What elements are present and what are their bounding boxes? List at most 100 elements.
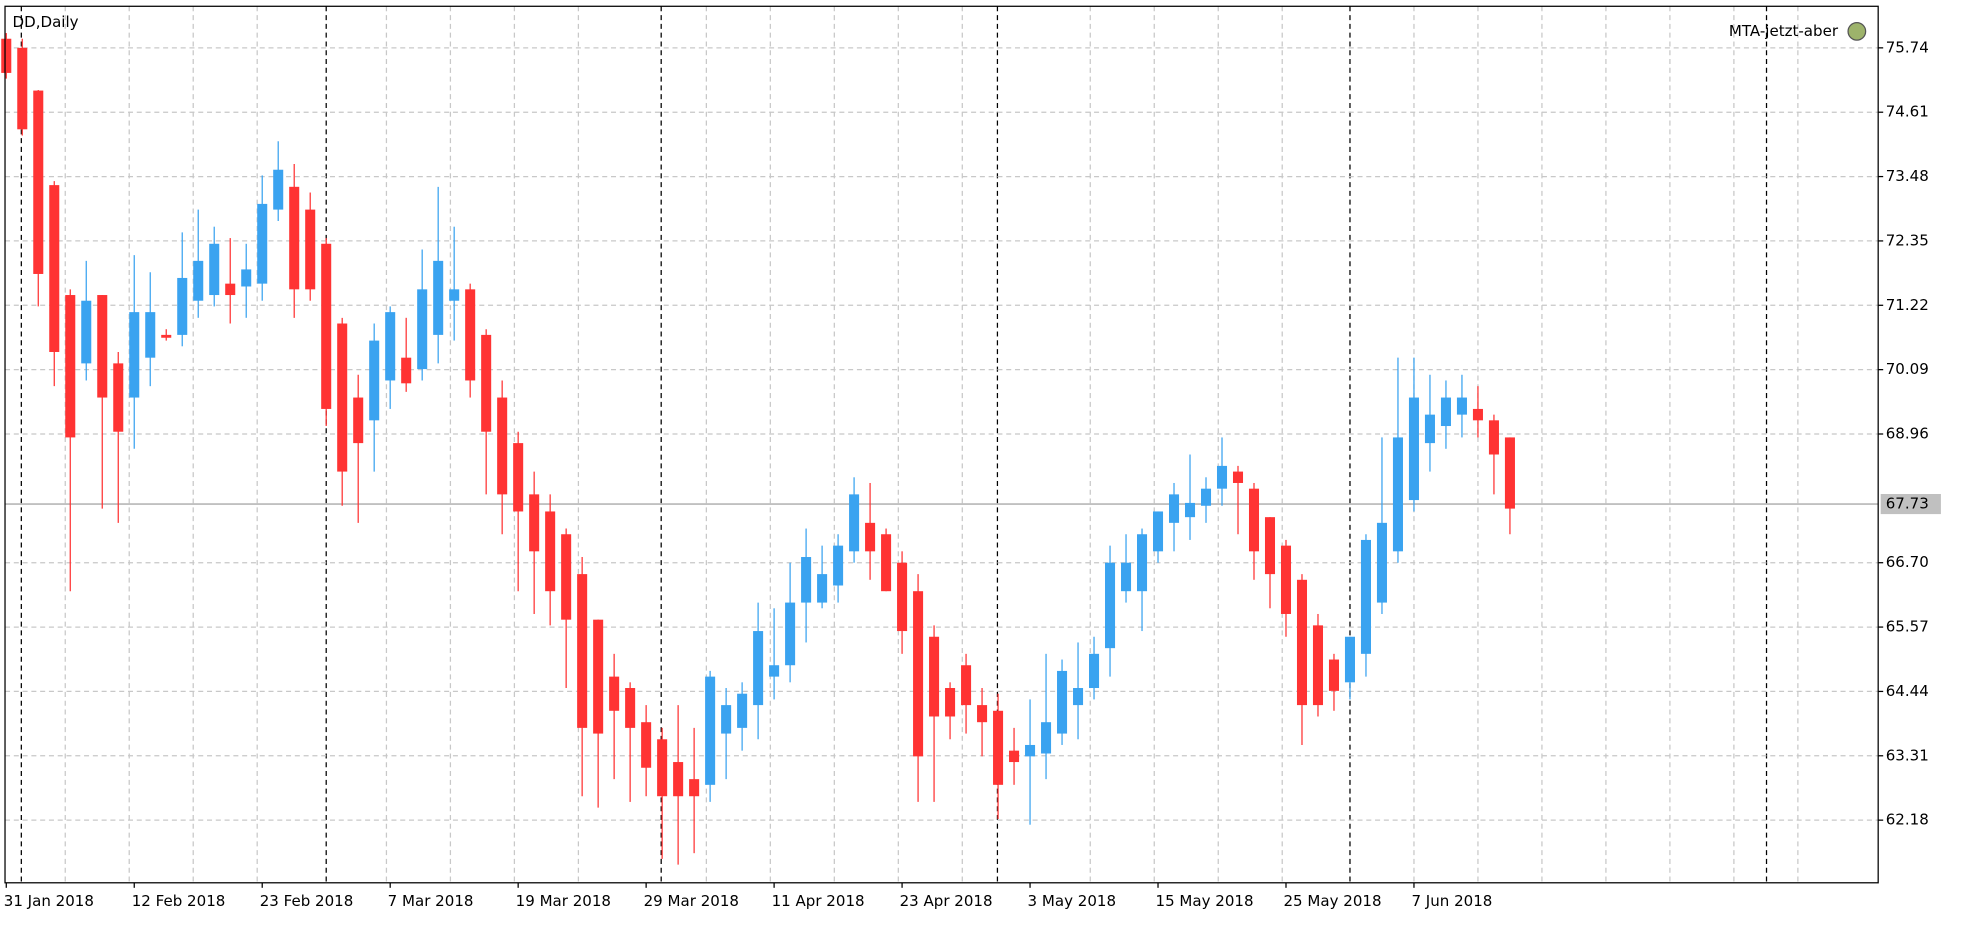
candle-body <box>833 545 844 586</box>
candle-body <box>49 185 60 352</box>
candle-body <box>721 705 732 734</box>
candle-body <box>929 636 940 717</box>
indicator-icon <box>1847 21 1867 41</box>
candle-body <box>209 243 220 296</box>
candle-body <box>1137 534 1148 592</box>
candle-body <box>385 312 396 381</box>
candle-body <box>1200 488 1212 506</box>
x-tick-label: 3 May 2018 <box>1028 892 1117 910</box>
x-tick-label: 19 Mar 2018 <box>516 892 611 910</box>
candle-body <box>1456 397 1467 415</box>
y-tick-label: 65.57 <box>1886 618 1929 636</box>
chart-title: DD,Daily <box>13 13 79 31</box>
candle-body <box>1232 471 1244 483</box>
candle-body <box>1153 511 1164 552</box>
y-tick-label: 64.44 <box>1886 682 1929 700</box>
candle-body <box>321 243 332 409</box>
candle-body <box>65 295 76 438</box>
candle-body <box>1504 437 1515 509</box>
candle-body <box>689 779 700 797</box>
candle-body <box>497 397 508 495</box>
candle-body <box>865 522 876 552</box>
x-tick-label: 7 Mar 2018 <box>388 892 474 910</box>
x-tick-label: 7 Jun 2018 <box>1411 892 1492 910</box>
indicator-label: MTA-jetzt-aber <box>1729 22 1839 40</box>
candle-body <box>993 710 1004 785</box>
candle-body <box>881 534 892 592</box>
candle-body <box>1009 750 1020 763</box>
candle-body <box>241 269 252 287</box>
candle-body <box>1041 722 1052 754</box>
candle-body <box>17 47 28 130</box>
candle-body <box>129 312 140 398</box>
y-tick-label: 73.48 <box>1886 167 1929 185</box>
candle-body <box>1360 539 1371 654</box>
y-tick-label: 62.18 <box>1886 811 1929 829</box>
x-tick-label: 25 May 2018 <box>1283 892 1381 910</box>
candle-body <box>273 169 284 210</box>
candle-body <box>753 631 764 706</box>
candle-body <box>945 688 956 717</box>
candle-body <box>1025 744 1036 757</box>
candle-body <box>289 186 300 290</box>
candle-body <box>1248 488 1260 552</box>
current-price-box <box>1880 494 1941 515</box>
y-tick-label: 74.61 <box>1886 103 1929 121</box>
candle-body <box>801 557 812 603</box>
candle-body <box>1057 670 1068 734</box>
candle-body <box>961 665 972 706</box>
candle-body <box>145 312 156 358</box>
candle-body <box>81 300 92 364</box>
candle-body <box>1376 522 1387 603</box>
candle-body <box>113 363 124 432</box>
y-tick-label: 75.74 <box>1886 38 1929 56</box>
candle-body <box>1105 562 1116 649</box>
candle-body <box>593 619 604 734</box>
candle-body <box>177 277 188 335</box>
candle-body <box>257 203 268 284</box>
candle-body <box>1488 420 1499 455</box>
candle-body <box>657 739 668 797</box>
y-tick-label: 66.70 <box>1886 553 1929 571</box>
x-tick-label: 23 Feb 2018 <box>260 892 354 910</box>
plot-frame <box>4 5 1879 884</box>
candle-body <box>97 295 108 398</box>
candle-body <box>417 289 428 370</box>
candle-body <box>785 602 796 666</box>
candle-body <box>353 397 364 444</box>
candle-body <box>1344 636 1355 683</box>
candle-body <box>849 494 860 552</box>
candle-body <box>705 676 716 785</box>
x-tick-label: 29 Mar 2018 <box>644 892 739 910</box>
x-tick-label: 11 Apr 2018 <box>772 892 865 910</box>
candle-body <box>817 574 828 603</box>
candle-body <box>673 762 684 797</box>
candle-body <box>609 676 620 711</box>
plot <box>1 33 1879 865</box>
candle-body <box>625 688 636 728</box>
y-tick-label: 71.22 <box>1886 296 1929 314</box>
y-tick-label: 72.35 <box>1886 231 1929 249</box>
candle-body <box>305 209 316 290</box>
candle-body <box>577 574 588 728</box>
candle-body <box>33 90 44 274</box>
candle-body <box>1073 688 1084 706</box>
x-tick-label: 15 May 2018 <box>1156 892 1254 910</box>
candle-body <box>161 334 172 338</box>
candle-body <box>913 591 924 757</box>
candle-body <box>1408 397 1419 501</box>
y-tick-label: 70.09 <box>1886 360 1929 378</box>
y-tick-label: 63.31 <box>1886 746 1929 764</box>
current-price-label: 67.73 <box>1886 495 1929 513</box>
candle-body <box>1168 494 1180 523</box>
x-tick-label: 31 Jan 2018 <box>4 892 94 910</box>
candle-body <box>465 289 476 381</box>
y-tick-label: 68.96 <box>1886 424 1929 442</box>
candle-body <box>1328 659 1340 691</box>
candle-body <box>225 283 236 296</box>
candle-body <box>481 334 492 432</box>
candle-body <box>513 443 524 512</box>
candle-body <box>449 289 460 301</box>
